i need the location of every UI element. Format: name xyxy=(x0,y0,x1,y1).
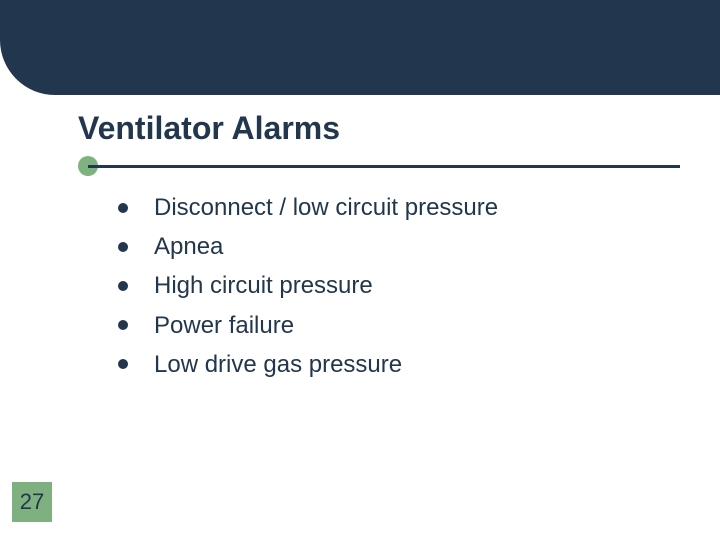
bullet-label: Low drive gas pressure xyxy=(154,349,402,380)
page-number-badge: 27 xyxy=(12,482,52,522)
title-rule xyxy=(78,156,680,176)
page-title: Ventilator Alarms xyxy=(78,110,340,147)
list-item: High circuit pressure xyxy=(118,270,660,301)
bullet-icon xyxy=(118,203,128,213)
list-item: Disconnect / low circuit pressure xyxy=(118,192,660,223)
bullet-icon xyxy=(118,242,128,252)
bullet-list: Disconnect / low circuit pressure Apnea … xyxy=(118,192,660,388)
bullet-label: Apnea xyxy=(154,231,223,262)
bullet-icon xyxy=(118,281,128,291)
list-item: Power failure xyxy=(118,310,660,341)
list-item: Low drive gas pressure xyxy=(118,349,660,380)
bullet-label: Power failure xyxy=(154,310,294,341)
bullet-label: Disconnect / low circuit pressure xyxy=(154,192,498,223)
title-rule-line xyxy=(88,165,680,168)
bullet-icon xyxy=(118,359,128,369)
page-number: 27 xyxy=(20,489,44,515)
list-item: Apnea xyxy=(118,231,660,262)
header-bar xyxy=(0,0,720,95)
bullet-icon xyxy=(118,320,128,330)
bullet-label: High circuit pressure xyxy=(154,270,373,301)
